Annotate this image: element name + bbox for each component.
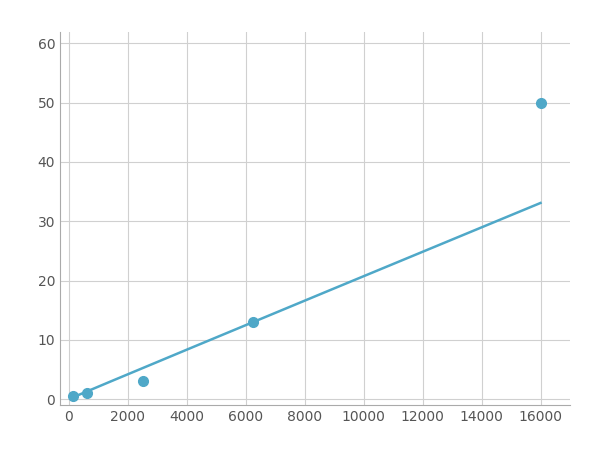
Point (68, 392, 78, 400)
Point (536, 99, 545, 106)
Point (82, 390, 92, 397)
Point (138, 378, 148, 385)
Point (248, 319, 258, 326)
